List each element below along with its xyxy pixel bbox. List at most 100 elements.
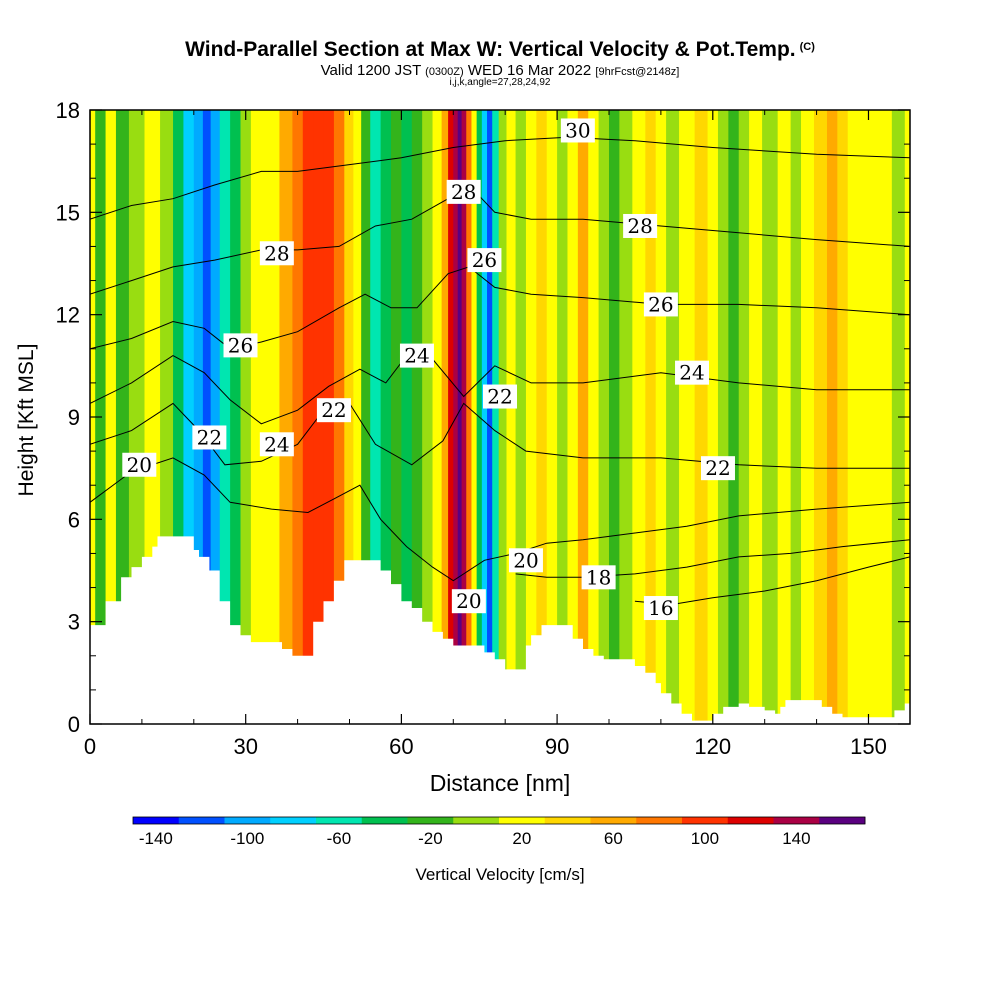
contour-label: 20 (122, 452, 157, 477)
chart-title: Wind-Parallel Section at Max W: Vertical… (0, 38, 1000, 62)
velocity-column (466, 110, 473, 724)
contour-label-bg (399, 343, 434, 368)
velocity-column (536, 110, 548, 724)
x-axis-label: Distance [nm] (430, 770, 571, 796)
contour-label-text: 24 (679, 361, 704, 385)
contour-label-text: 20 (513, 548, 538, 572)
colorbar-bin (727, 817, 774, 824)
contour-label-bg (259, 241, 294, 266)
colorbar-bin (407, 817, 454, 824)
velocity-column (588, 110, 600, 724)
colorbar-tick-label: -60 (327, 829, 352, 848)
velocity-column (577, 110, 589, 724)
y-tick-label: 15 (56, 200, 80, 225)
velocity-column (279, 110, 294, 724)
valid-zulu: (0300Z) (425, 66, 464, 78)
contour-label-text: 26 (228, 333, 253, 357)
theta-contour-24 (90, 355, 910, 425)
contour-label-text: 26 (648, 292, 673, 316)
chart-subtitle: Valid 1200 JST (0300Z) WED 16 Mar 2022 [… (0, 62, 1000, 79)
contour-label-bg (700, 456, 735, 481)
contour-label-bg (223, 333, 258, 358)
contour-label: 22 (316, 398, 351, 423)
contour-label-text: 22 (487, 385, 512, 409)
velocity-column (837, 110, 849, 724)
contour-label-bg (508, 548, 543, 573)
velocity-column (515, 110, 527, 724)
velocity-column (717, 110, 729, 724)
grid-indices: i,j,k,angle=27,28,24,92 (449, 77, 551, 88)
contour-label: 30 (560, 118, 595, 143)
x-tick-label: 60 (389, 734, 413, 759)
colorbar-bin (636, 817, 683, 824)
colorbar-tick-label: 140 (782, 829, 810, 848)
contour-label: 22 (192, 425, 227, 450)
velocity-column (707, 110, 719, 724)
velocity-column (411, 110, 423, 724)
x-tick-label: 30 (233, 734, 257, 759)
contour-label-text: 24 (264, 432, 289, 456)
velocity-column (240, 110, 252, 724)
contour-label-bg (643, 292, 678, 317)
contour-label-text: 22 (705, 456, 730, 480)
colorbar-tick-label: 100 (691, 829, 719, 848)
velocity-column (847, 110, 862, 724)
velocity-column (728, 110, 740, 724)
velocity-column (826, 110, 838, 724)
velocity-column (655, 110, 667, 724)
contour-label: 28 (446, 179, 481, 204)
contour-label: 24 (675, 360, 710, 385)
contour-label: 20 (451, 589, 486, 614)
colorbar-bin (224, 817, 271, 824)
velocity-column (457, 110, 463, 724)
colorbar-bin (178, 817, 225, 824)
contour-label-bg (483, 384, 517, 409)
contour-label: 24 (259, 432, 294, 457)
velocity-column (813, 110, 828, 724)
velocity-column (619, 110, 633, 724)
contour-label-bg (675, 360, 710, 385)
terrain (90, 536, 910, 724)
contour-label-bg (451, 589, 486, 614)
contour-label-bg (446, 179, 481, 204)
colorbar-bin (361, 817, 408, 824)
contour-label-text: 20 (456, 589, 481, 613)
velocity-column (567, 110, 579, 724)
velocity-column (401, 110, 413, 724)
contour-label-bg (623, 213, 658, 238)
contour-label-bg (581, 565, 616, 590)
y-axis-label: Height [Kft MSL] (15, 344, 38, 497)
velocity-column (183, 110, 195, 724)
valid-time: Valid 1200 JST (320, 62, 421, 79)
contour-label-bg (316, 398, 351, 423)
x-tick-label: 120 (694, 734, 731, 759)
colorbar-bin (773, 817, 820, 824)
velocity-column (448, 110, 454, 724)
velocity-column (738, 110, 750, 724)
velocity-column (391, 110, 402, 724)
colorbar-bin (453, 817, 500, 824)
velocity-column (230, 110, 242, 724)
contour-label-bg (643, 596, 678, 621)
valid-date: WED 16 Mar 2022 (467, 62, 592, 79)
y-tick-label: 6 (68, 507, 80, 532)
velocity-column (801, 110, 815, 724)
velocity-column (860, 110, 877, 724)
x-tick-label: 0 (84, 734, 96, 759)
contour-label-bg (192, 425, 227, 450)
velocity-column (546, 110, 558, 724)
contour-label-text: 26 (472, 248, 497, 272)
contour-label-text: 24 (404, 344, 429, 368)
colorbar: -140 -100 -60 -20 20 60 100 140 (132, 816, 866, 848)
chart-title-text: Wind-Parallel Section at Max W: Vertical… (185, 38, 796, 61)
velocity-column (506, 110, 517, 724)
contour-label-bg (560, 118, 595, 143)
velocity-column (481, 110, 488, 724)
velocity-column (361, 110, 371, 724)
contour-labels: 16 18 20 20 20 22 22 22 22 24 24 24 26 26 26 28 28 28 30 (122, 118, 735, 621)
velocity-column (679, 110, 696, 724)
velocity-column (694, 110, 709, 724)
velocity-column (608, 110, 620, 724)
contour-label-text: 16 (648, 596, 673, 620)
